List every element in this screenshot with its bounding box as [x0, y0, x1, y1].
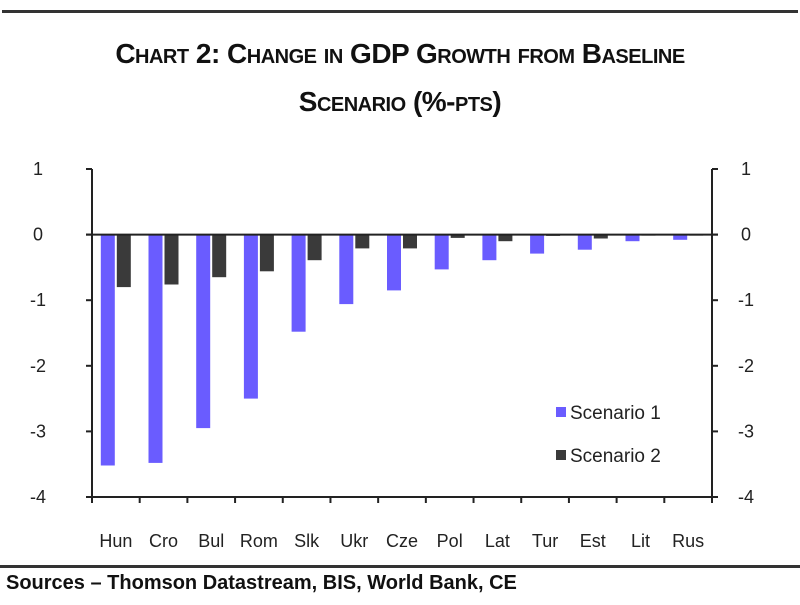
bar-2-hun: [116, 234, 131, 288]
x-tick-label: Lit: [631, 531, 650, 551]
x-tick-label: Hun: [99, 531, 132, 551]
x-tick-label: Lat: [485, 531, 510, 551]
y-tick-label-left: 1: [33, 159, 43, 179]
bar-2-est: [593, 234, 608, 239]
bar-1-pol: [434, 234, 449, 270]
bar-1-lat: [482, 234, 497, 261]
x-tick-label: Cro: [149, 531, 178, 551]
x-tick-label: Ukr: [340, 531, 368, 551]
bar-1-rus: [673, 234, 688, 240]
bar-1-bul: [196, 234, 211, 429]
chart-title-line2: Scenario (%-pts): [298, 86, 502, 117]
y-tick-label-right: -4: [738, 487, 754, 507]
source-note: Sources – Thomson Datastream, BIS, World…: [6, 572, 517, 594]
y-tick-label-right: -3: [738, 421, 754, 441]
y-tick-label-left: -2: [30, 356, 46, 376]
y-tick-label-left: -3: [30, 421, 46, 441]
bar-1-est: [577, 234, 592, 250]
y-tick-label-right: 0: [741, 225, 751, 245]
bar-2-cro: [164, 234, 179, 285]
bar-1-lit: [625, 234, 640, 242]
x-tick-label: Est: [580, 531, 606, 551]
legend-swatch-1: [556, 407, 566, 417]
x-tick-label: Pol: [437, 531, 463, 551]
legend-label-2: Scenario 2: [570, 446, 661, 467]
bar-2-lat: [498, 234, 513, 242]
x-tick-label: Tur: [532, 531, 558, 551]
x-tick-label: Rom: [240, 531, 278, 551]
bar-2-bul: [212, 234, 227, 278]
y-tick-label-left: -1: [30, 290, 46, 310]
bar-1-cro: [148, 234, 163, 463]
y-tick-label-right: -1: [738, 290, 754, 310]
bar-1-cze: [387, 234, 401, 291]
x-tick-label: Bul: [198, 531, 224, 551]
chart-title: Chart 2: Change in GDP Growth from Basel…: [115, 38, 685, 69]
legend-swatch-2: [556, 450, 566, 460]
y-tick-label-right: -2: [738, 356, 754, 376]
bar-2-rom: [259, 234, 274, 272]
x-tick-label: Cze: [386, 531, 418, 551]
legend-label-1: Scenario 1: [570, 403, 661, 424]
bar-2-ukr: [355, 234, 370, 249]
y-tick-label-right: 1: [741, 159, 751, 179]
bar-2-pol: [450, 234, 465, 238]
bar-2-cze: [403, 234, 417, 249]
bar-2-slk: [307, 234, 322, 261]
bar-1-tur: [530, 234, 545, 254]
bar-1-rom: [243, 234, 258, 399]
x-tick-label: Rus: [672, 531, 704, 551]
bar-1-slk: [291, 234, 306, 332]
top-rule: [2, 10, 798, 13]
bar-1-hun: [100, 234, 115, 466]
bar-1-ukr: [339, 234, 354, 305]
bottom-rule: [0, 565, 800, 568]
x-tick-label: Slk: [294, 531, 320, 551]
y-tick-label-left: 0: [33, 225, 43, 245]
y-tick-label-left: -4: [30, 487, 46, 507]
